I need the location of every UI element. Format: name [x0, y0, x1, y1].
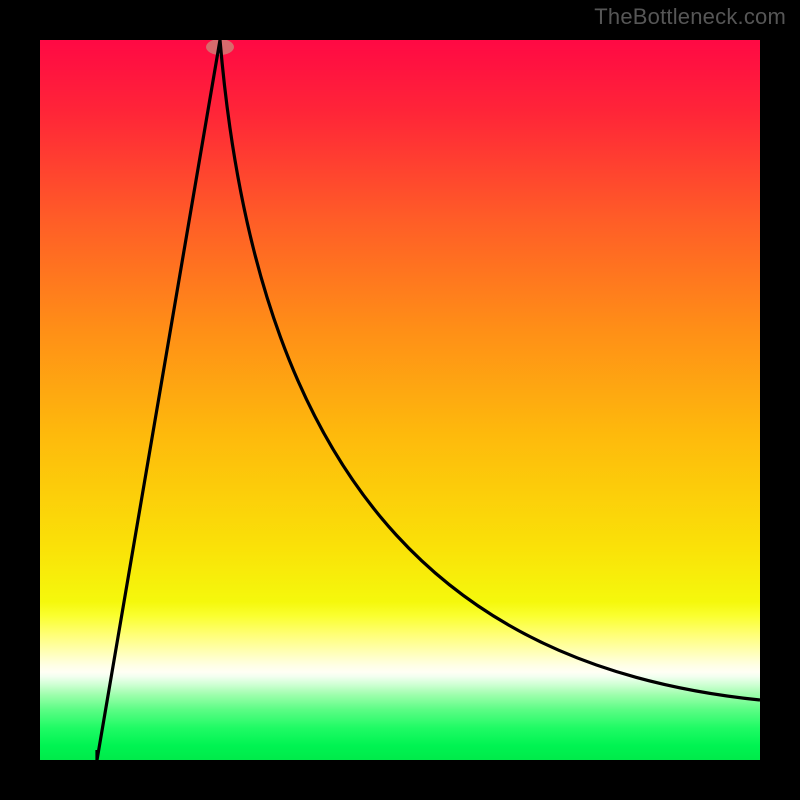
bottleneck-chart	[0, 0, 800, 800]
watermark-text: TheBottleneck.com	[594, 4, 786, 30]
plot-background-gradient	[40, 40, 760, 760]
chart-stage: TheBottleneck.com	[0, 0, 800, 800]
